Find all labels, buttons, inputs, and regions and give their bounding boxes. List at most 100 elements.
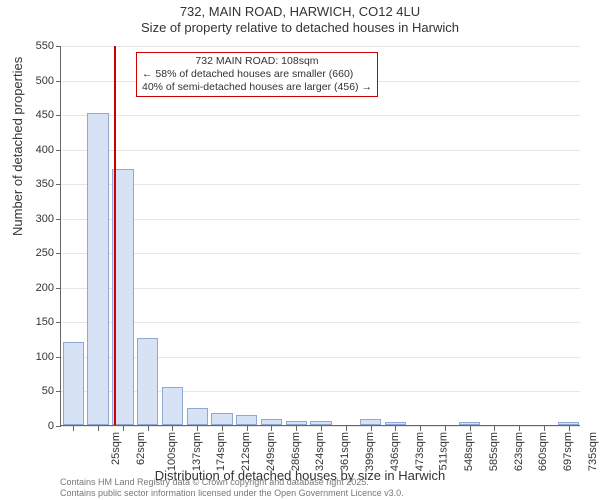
- ytick-mark: [56, 253, 61, 254]
- xtick-mark: [321, 426, 322, 431]
- xtick-mark: [371, 426, 372, 431]
- xtick-mark: [445, 426, 446, 431]
- histogram-bar: [137, 338, 158, 425]
- xtick-mark: [470, 426, 471, 431]
- xtick-mark: [222, 426, 223, 431]
- xtick-label: 697sqm: [562, 432, 574, 471]
- anno-line-3: 40% of semi-detached houses are larger (…: [142, 81, 372, 94]
- ytick-mark: [56, 426, 61, 427]
- anno-line-2: ← 58% of detached houses are smaller (66…: [142, 68, 372, 81]
- ytick-label: 500: [36, 75, 54, 87]
- xtick-label: 137sqm: [191, 432, 203, 471]
- histogram-bar: [236, 415, 257, 425]
- anno-line-1: 732 MAIN ROAD: 108sqm: [142, 55, 372, 68]
- ytick-mark: [56, 81, 61, 82]
- ytick-mark: [56, 357, 61, 358]
- ytick-label: 250: [36, 247, 54, 259]
- gridline: [61, 253, 580, 254]
- histogram-bar: [558, 422, 579, 425]
- title-sub: Size of property relative to detached ho…: [0, 20, 600, 36]
- xtick-mark: [395, 426, 396, 431]
- xtick-mark: [569, 426, 570, 431]
- gridline: [61, 219, 580, 220]
- xtick-label: 660sqm: [537, 432, 549, 471]
- histogram-bar: [87, 113, 108, 425]
- gridline: [61, 150, 580, 151]
- histogram-bar: [187, 408, 208, 425]
- xtick-mark: [247, 426, 248, 431]
- xtick-label: 735sqm: [587, 432, 599, 471]
- xtick-mark: [544, 426, 545, 431]
- xtick-label: 62sqm: [135, 432, 147, 465]
- ytick-mark: [56, 150, 61, 151]
- gridline: [61, 115, 580, 116]
- ytick-label: 200: [36, 282, 54, 294]
- histogram-bar: [385, 422, 406, 425]
- xtick-label: 511sqm: [438, 432, 450, 470]
- ytick-label: 50: [42, 385, 54, 397]
- ytick-label: 350: [36, 178, 54, 190]
- ytick-label: 400: [36, 144, 54, 156]
- histogram-bar: [162, 387, 183, 425]
- xtick-label: 324sqm: [315, 432, 327, 471]
- chart-title-block: 732, MAIN ROAD, HARWICH, CO12 4LU Size o…: [0, 0, 600, 37]
- histogram-bar: [310, 421, 331, 425]
- histogram-bar: [261, 419, 282, 425]
- ytick-label: 300: [36, 213, 54, 225]
- xtick-label: 361sqm: [339, 432, 351, 471]
- ytick-mark: [56, 46, 61, 47]
- ytick-label: 550: [36, 40, 54, 52]
- histogram-bar: [286, 421, 307, 425]
- ytick-mark: [56, 391, 61, 392]
- xtick-mark: [494, 426, 495, 431]
- histogram-bar: [63, 342, 84, 425]
- xtick-mark: [73, 426, 74, 431]
- xtick-mark: [271, 426, 272, 431]
- title-main: 732, MAIN ROAD, HARWICH, CO12 4LU: [0, 4, 600, 20]
- annotation-box: 732 MAIN ROAD: 108sqm← 58% of detached h…: [136, 52, 378, 97]
- xtick-mark: [346, 426, 347, 431]
- ytick-mark: [56, 184, 61, 185]
- xtick-mark: [420, 426, 421, 431]
- xtick-label: 212sqm: [240, 432, 252, 471]
- gridline: [61, 184, 580, 185]
- xtick-label: 436sqm: [389, 432, 401, 471]
- xtick-mark: [98, 426, 99, 431]
- gridline: [61, 288, 580, 289]
- histogram-bar: [211, 413, 232, 425]
- ytick-mark: [56, 219, 61, 220]
- xtick-label: 548sqm: [463, 432, 475, 471]
- ytick-label: 0: [48, 420, 54, 432]
- ytick-mark: [56, 322, 61, 323]
- xtick-label: 25sqm: [110, 432, 122, 465]
- xtick-mark: [123, 426, 124, 431]
- subject-marker-line: [114, 46, 116, 425]
- xtick-mark: [519, 426, 520, 431]
- ytick-mark: [56, 288, 61, 289]
- ytick-label: 100: [36, 351, 54, 363]
- xtick-label: 249sqm: [265, 432, 277, 471]
- ytick-label: 150: [36, 316, 54, 328]
- xtick-label: 174sqm: [216, 432, 228, 471]
- y-axis-label: Number of detached properties: [10, 57, 25, 236]
- footer-line-1: Contains HM Land Registry data © Crown c…: [60, 477, 404, 487]
- xtick-mark: [148, 426, 149, 431]
- xtick-label: 623sqm: [513, 432, 525, 471]
- xtick-mark: [197, 426, 198, 431]
- plot-frame: 05010015020025030035040045050055025sqm62…: [60, 46, 580, 426]
- gridline: [61, 322, 580, 323]
- ytick-label: 450: [36, 109, 54, 121]
- xtick-label: 399sqm: [364, 432, 376, 471]
- xtick-label: 585sqm: [488, 432, 500, 471]
- xtick-mark: [172, 426, 173, 431]
- gridline: [61, 46, 580, 47]
- footer-line-2: Contains public sector information licen…: [60, 488, 404, 498]
- chart-plot-area: 05010015020025030035040045050055025sqm62…: [60, 46, 580, 426]
- xtick-label: 473sqm: [414, 432, 426, 471]
- histogram-bar: [459, 422, 480, 425]
- histogram-bar: [360, 419, 381, 425]
- xtick-label: 286sqm: [290, 432, 302, 471]
- ytick-mark: [56, 115, 61, 116]
- xtick-label: 100sqm: [166, 432, 178, 471]
- xtick-mark: [296, 426, 297, 431]
